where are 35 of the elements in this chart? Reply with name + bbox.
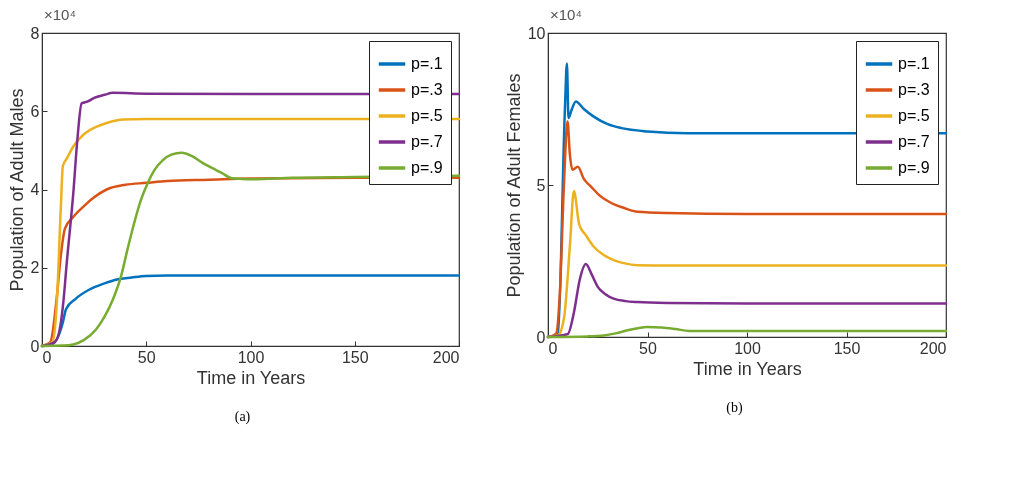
legend-label: p=.9 xyxy=(898,159,930,176)
x-tick-label: 150 xyxy=(341,348,369,366)
y-tick-label: 8 xyxy=(30,24,40,42)
text: (b) xyxy=(726,400,743,416)
text: ×10⁴ xyxy=(550,6,582,23)
x-tick-label: 100 xyxy=(734,339,761,357)
legend-label: p=.3 xyxy=(898,81,930,98)
legend-label: p=.5 xyxy=(411,107,443,124)
y-tick-label: 6 xyxy=(30,102,40,120)
x-tick-label: 150 xyxy=(833,339,861,357)
y-tick-label: 0 xyxy=(536,328,546,346)
x-tick-label: 200 xyxy=(919,339,947,357)
legend-label: p=.5 xyxy=(898,107,930,124)
y-axis-title: Population of Adult Males xyxy=(6,88,27,292)
x-tick-label: 200 xyxy=(432,348,460,366)
legend-label: p=.1 xyxy=(898,55,930,72)
y-axis-title: Population of Adult Females xyxy=(503,73,524,298)
legend-label: p=.3 xyxy=(411,81,443,98)
y-tick-label: 2 xyxy=(30,259,40,277)
x-axis-title: Time in Years xyxy=(693,358,802,379)
legend-label: p=.7 xyxy=(898,133,930,150)
y-tick-label: 4 xyxy=(30,181,40,198)
text: ×10⁴ xyxy=(44,6,76,23)
x-axis-title: Time in Years xyxy=(196,367,306,388)
legend-label: p=.1 xyxy=(411,55,443,72)
x-tick-label: 50 xyxy=(639,339,657,357)
x-tick-label: 0 xyxy=(548,339,558,357)
x-tick-label: 100 xyxy=(237,348,265,366)
legend-label: p=.9 xyxy=(411,159,443,176)
x-tick-label: 50 xyxy=(137,348,156,366)
x-tick-label: 0 xyxy=(42,348,52,366)
text: (a) xyxy=(234,409,251,425)
y-tick-label: 10 xyxy=(527,24,546,42)
legend-label: p=.7 xyxy=(411,133,443,150)
y-tick-label: 5 xyxy=(536,176,546,194)
